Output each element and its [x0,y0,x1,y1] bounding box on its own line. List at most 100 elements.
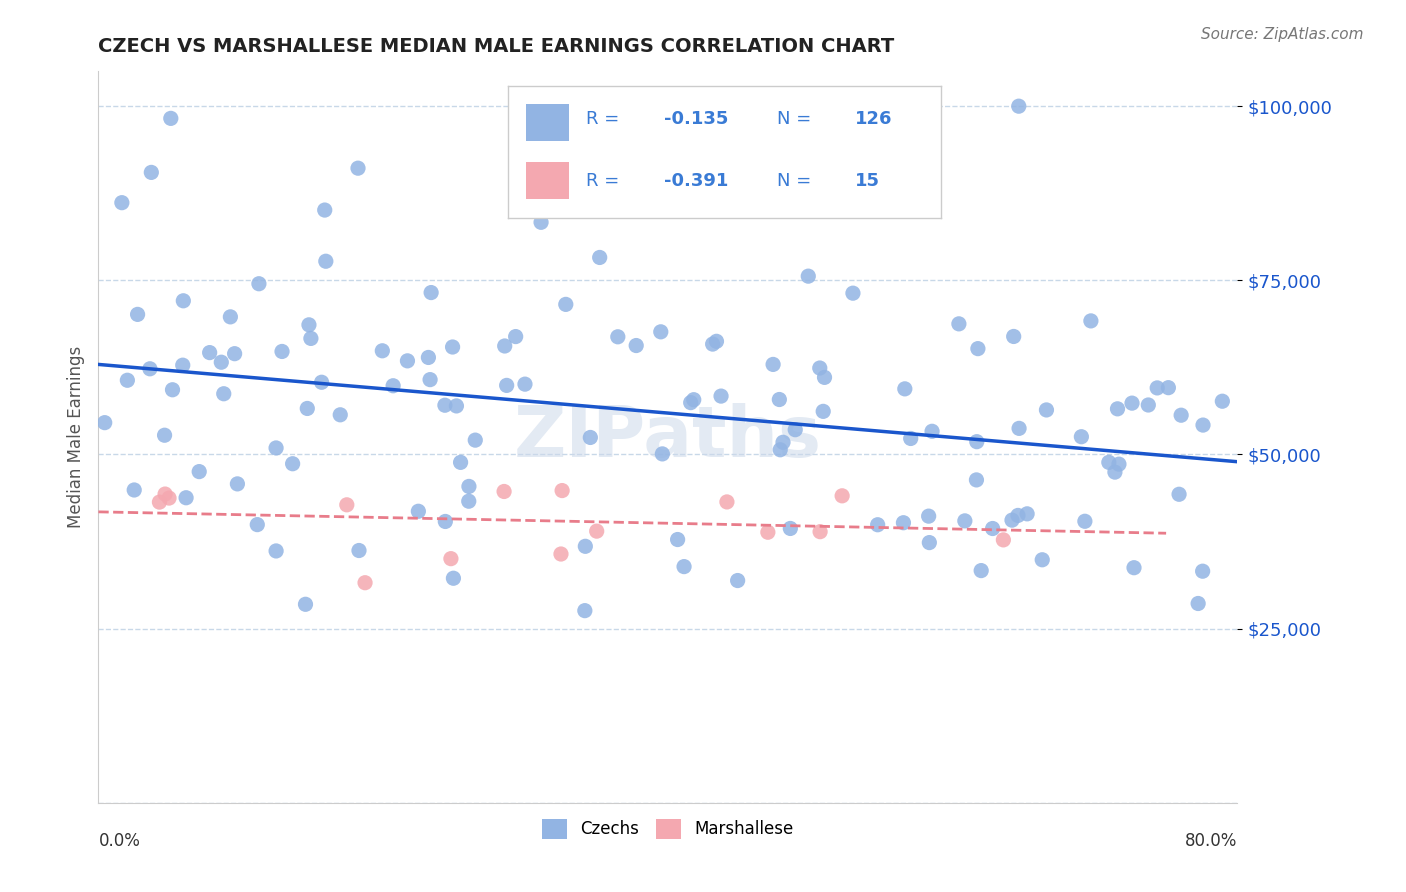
Point [419,373,441,387]
Point [1017,507,1039,521]
Point [299,331,322,345]
Point [866,517,889,532]
Point [1001,513,1024,527]
Point [1191,564,1213,578]
Point [808,524,831,539]
Point [1107,401,1129,416]
Point [1104,465,1126,479]
Point [679,395,702,409]
Point [219,310,242,324]
Point [953,514,976,528]
Point [464,433,486,447]
Text: ZIPaths: ZIPaths [513,402,823,472]
Point [336,498,359,512]
Point [772,435,794,450]
Point [198,345,221,359]
Point [551,483,574,498]
Point [420,285,443,300]
Point [494,339,516,353]
Point [212,386,235,401]
Point [1074,514,1097,528]
Point [513,377,536,392]
Y-axis label: Median Male Earnings: Median Male Earnings [66,346,84,528]
Point [797,269,820,284]
Point [779,521,801,535]
Point [162,383,184,397]
Point [682,392,704,407]
Point [174,491,197,505]
Point [495,378,517,392]
Point [294,597,316,611]
Point [554,297,576,311]
Point [457,494,479,508]
Point [159,112,181,126]
Point [894,382,917,396]
Point [298,318,321,332]
Point [579,430,602,444]
Point [589,251,612,265]
Point [127,307,149,321]
Point [314,202,336,217]
Point [93,416,115,430]
Point [948,317,970,331]
Point [247,277,270,291]
Point [1070,430,1092,444]
Point [1008,99,1031,113]
Text: 80.0%: 80.0% [1185,832,1237,850]
Point [494,484,516,499]
Point [347,543,370,558]
Text: CZECH VS MARSHALLESE MEDIAN MALE EARNINGS CORRELATION CHART: CZECH VS MARSHALLESE MEDIAN MALE EARNING… [98,37,894,56]
Point [1137,398,1160,412]
Point [921,425,943,439]
Point [768,392,790,407]
Point [441,340,464,354]
Point [122,483,145,497]
Point [685,160,707,174]
Point [813,370,835,384]
Point [1146,381,1168,395]
Point [505,329,527,343]
Point [246,517,269,532]
Point [1080,314,1102,328]
Point [574,539,596,553]
Point [209,355,232,369]
Point [893,516,915,530]
Point [371,343,394,358]
Point [224,347,246,361]
Point [408,504,430,518]
Point [900,432,922,446]
Point [706,334,728,349]
Point [172,358,194,372]
Point [153,487,176,501]
Point [624,338,647,352]
Point [396,354,419,368]
Point [226,476,249,491]
Point [769,442,792,457]
Point [297,401,319,416]
Point [1192,418,1215,433]
Point [831,489,853,503]
Point [808,361,831,376]
Point [1007,508,1029,523]
Point [1211,394,1233,409]
Point [148,495,170,509]
Point [440,551,463,566]
Point [1002,329,1025,343]
Point [446,399,468,413]
Point [585,524,607,538]
Point [418,351,440,365]
Text: 0.0%: 0.0% [98,832,141,850]
Point [967,342,990,356]
Point [762,358,785,372]
Point [756,525,779,540]
Point [153,428,176,442]
Point [264,544,287,558]
Point [111,195,134,210]
Point [264,441,287,455]
Point [716,495,738,509]
Point [329,408,352,422]
Point [550,547,572,561]
Point [433,398,456,412]
Point [965,473,987,487]
Point [1187,597,1209,611]
